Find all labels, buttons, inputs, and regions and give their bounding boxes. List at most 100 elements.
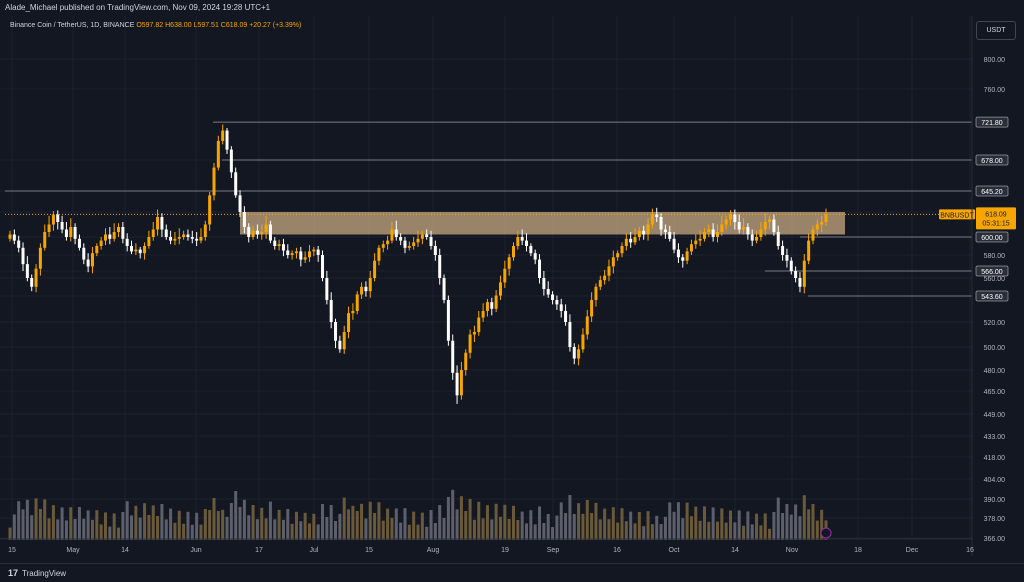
candle-body: [685, 251, 689, 261]
candle-body: [160, 217, 164, 230]
volume-bar: [789, 514, 793, 540]
candle-body: [381, 244, 385, 248]
event-icon: [820, 527, 832, 539]
volume-bar: [689, 516, 693, 540]
candle-body: [542, 278, 546, 289]
volume-bar: [216, 511, 220, 540]
candle-body: [30, 278, 34, 287]
volume-bar: [772, 512, 776, 540]
volume-bar: [594, 502, 598, 540]
volume-bar: [368, 501, 372, 540]
supply-zone: [240, 212, 845, 235]
volume-bar: [325, 517, 329, 540]
volume-bar: [807, 509, 811, 540]
volume-bars: [8, 489, 828, 540]
candle-body: [234, 172, 238, 196]
volume-bar: [629, 511, 633, 540]
candle-body: [212, 167, 216, 196]
volume-bar: [642, 526, 646, 540]
volume-bar: [12, 514, 16, 540]
candle-body: [294, 251, 298, 254]
level-label-text: 645.20: [981, 189, 1003, 196]
candle-body: [399, 237, 403, 241]
price-axis[interactable]: 800.00760.00620.00580.00560.00520.00500.…: [939, 16, 1016, 556]
volume-bar: [247, 515, 251, 540]
volume-bar: [182, 523, 186, 540]
volume-bar: [56, 519, 60, 540]
volume-bar: [720, 508, 724, 540]
volume-bar: [668, 502, 672, 540]
candle-body: [759, 229, 763, 237]
candle-body: [390, 229, 394, 241]
price-chart[interactable]: 800.00760.00620.00580.00560.00520.00500.…: [0, 16, 1024, 556]
tradingview-logo[interactable]: 17 TradingView: [8, 568, 66, 578]
candle-body: [186, 234, 190, 237]
candle-body: [802, 260, 806, 287]
candle-body: [173, 238, 177, 241]
candle-body: [581, 334, 585, 350]
candle-body: [689, 244, 693, 252]
level-label-text: 678.00: [981, 158, 1003, 165]
volume-bar: [177, 510, 181, 540]
time-axis[interactable]: 15 May 14 Jun 17 Jul 15 Aug 19 Sep 16 Oct 14 Nov 18 Dec…: [0, 527, 974, 554]
tradingview-logo-icon: 17: [8, 568, 19, 578]
volume-bar: [273, 519, 277, 540]
time-axis-label: 15: [8, 547, 16, 554]
candle-body: [755, 237, 759, 241]
volume-bar: [637, 512, 641, 540]
volume-bar: [134, 505, 138, 540]
candle-body: [121, 227, 125, 239]
volume-bar: [538, 506, 542, 540]
candle-body: [729, 214, 733, 220]
volume-bar: [472, 519, 476, 540]
symbol-legend[interactable]: Binance Coin / TetherUS, 1D, BINANCE O59…: [10, 22, 301, 29]
volume-bar: [381, 520, 385, 540]
candle-body: [203, 224, 207, 237]
candle-body: [277, 244, 281, 246]
volume-bar: [82, 518, 86, 540]
candle-body: [546, 288, 550, 295]
candle-body: [73, 227, 77, 239]
volume-bar: [264, 518, 268, 540]
candle-body: [672, 238, 676, 250]
footer: 17 TradingView: [0, 563, 1024, 582]
level-label-box: [975, 231, 1009, 243]
volume-bar: [559, 502, 563, 540]
candle-body: [698, 238, 702, 241]
candle-body: [251, 230, 255, 237]
volume-bar: [43, 499, 47, 540]
candle-body: [69, 227, 73, 237]
candle-body: [789, 260, 793, 271]
candle-body: [199, 237, 203, 241]
currency-button[interactable]: USDT: [976, 21, 1016, 40]
candle-body: [485, 302, 489, 311]
volume-bar: [481, 518, 485, 540]
volume-bar: [351, 505, 355, 540]
volume-bar: [811, 504, 815, 540]
candle-body: [676, 249, 680, 258]
candle-body: [551, 294, 555, 300]
candle-body: [147, 237, 151, 246]
volume-bar: [294, 511, 298, 540]
volume-bar: [260, 507, 264, 540]
volume-bar: [299, 521, 303, 540]
level-label-box: [975, 154, 1009, 166]
volume-bar: [585, 500, 589, 540]
chart-area[interactable]: 800.00760.00620.00580.00560.00520.00500.…: [0, 16, 1024, 556]
candle-body: [164, 229, 168, 237]
candle-body: [316, 249, 320, 255]
candle-body: [429, 237, 433, 246]
volume-bar: [546, 514, 550, 540]
volume-bar: [195, 512, 199, 540]
candle-body: [90, 253, 94, 267]
volume-bar: [581, 513, 585, 540]
candle-body: [794, 271, 798, 278]
volume-bar: [438, 505, 442, 540]
volume-bar: [611, 507, 615, 540]
volume-bar: [742, 525, 746, 540]
candle-body: [572, 347, 576, 359]
horizontal-levels[interactable]: [5, 121, 972, 297]
candle-body: [420, 234, 424, 239]
candle-body: [195, 238, 199, 241]
candle-body: [815, 224, 819, 230]
